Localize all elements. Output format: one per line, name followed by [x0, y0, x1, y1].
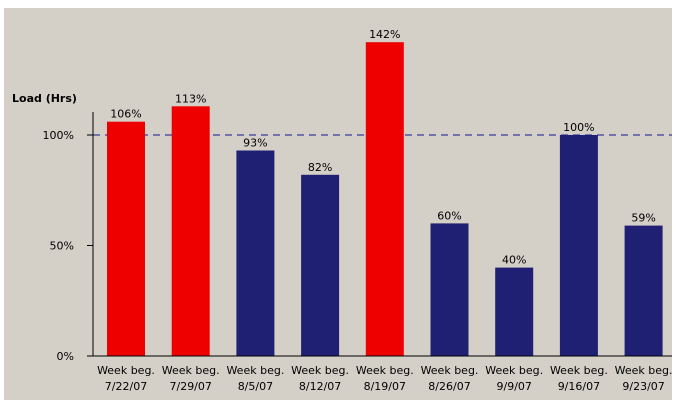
x-tick-label-line1: Week beg. — [421, 364, 479, 377]
bar-8 — [559, 135, 598, 356]
bar-1 — [107, 121, 145, 356]
bar-value-label: 113% — [175, 92, 206, 105]
bar-value-label: 59% — [631, 212, 655, 225]
x-tick-label-line2: 7/29/07 — [169, 380, 211, 393]
x-tick-label-line2: 7/22/07 — [105, 380, 147, 393]
x-tick-label-line2: 9/16/07 — [558, 380, 600, 393]
x-tick-label-line1: Week beg. — [550, 364, 608, 377]
x-tick-label-line1: Week beg. — [485, 364, 543, 377]
y-tick-label: 50% — [50, 240, 74, 253]
y-axis-title: Load (Hrs) — [12, 92, 77, 105]
x-tick-label-line1: Week beg. — [615, 364, 673, 377]
bar-3 — [236, 150, 275, 356]
y-tick-label: 100% — [43, 129, 74, 142]
bar-value-label: 100% — [563, 121, 594, 134]
x-tick-label-line2: 9/9/07 — [496, 380, 531, 393]
bar-2 — [171, 106, 210, 356]
bar-value-label: 142% — [369, 28, 400, 41]
x-tick-label-line1: Week beg. — [162, 364, 220, 377]
bar-value-label: 106% — [110, 108, 141, 121]
y-tick-label: 0% — [57, 350, 74, 363]
bar-7 — [495, 267, 534, 356]
x-tick-label-line2: 9/23/07 — [622, 380, 664, 393]
x-tick-label-line2: 8/5/07 — [238, 380, 273, 393]
bar-5 — [365, 42, 404, 356]
x-tick-label-line1: Week beg. — [291, 364, 349, 377]
bar-9 — [624, 225, 663, 356]
bar-4 — [301, 174, 340, 356]
x-tick-label-line1: Week beg. — [97, 364, 155, 377]
bar-value-label: 93% — [243, 137, 267, 150]
x-tick-label-line2: 8/26/07 — [428, 380, 470, 393]
bar-6 — [430, 223, 469, 356]
bar-value-label: 60% — [437, 209, 461, 222]
x-tick-label-line1: Week beg. — [356, 364, 414, 377]
x-tick-label-line2: 8/19/07 — [364, 380, 406, 393]
x-tick-label-line1: Week beg. — [226, 364, 284, 377]
bar-value-label: 40% — [502, 254, 526, 267]
bar-value-label: 82% — [308, 161, 332, 174]
x-tick-label-line2: 8/12/07 — [299, 380, 341, 393]
